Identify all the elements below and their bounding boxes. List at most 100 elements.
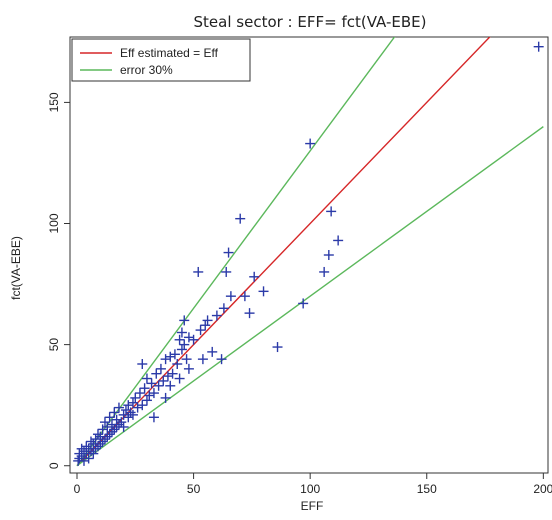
data-point: [111, 414, 122, 425]
data-point: [118, 409, 129, 420]
x-tick-label-0: 0: [74, 482, 81, 496]
y-tick-label-0: 0: [47, 462, 61, 469]
data-point: [211, 310, 222, 321]
data-point: [249, 271, 260, 282]
x-axis: 0 50 100 150 200: [74, 473, 552, 496]
error-line-1: [76, 37, 396, 467]
data-point: [258, 286, 269, 297]
data-point: [207, 346, 218, 357]
data-point: [183, 363, 194, 374]
data-point: [167, 368, 178, 379]
data-point: [202, 315, 213, 326]
data-point: [162, 371, 173, 382]
data-point: [92, 441, 103, 452]
data-point: [102, 421, 113, 432]
legend: Eff estimated = Eff error 30%: [71, 38, 251, 82]
legend-label-1: error 30%: [120, 63, 173, 77]
scatter-points: [73, 41, 544, 466]
x-axis-label: EFF: [301, 499, 324, 513]
chart-title: Steal sector : EFF= fct(VA-EBE): [194, 13, 427, 31]
data-point: [193, 266, 204, 277]
data-point: [158, 375, 169, 386]
data-point: [244, 308, 255, 319]
data-point: [139, 383, 150, 394]
data-point: [109, 424, 120, 435]
x-tick-label-200: 200: [533, 482, 552, 496]
data-point: [333, 235, 344, 246]
data-point: [176, 327, 187, 338]
data-point: [144, 390, 155, 401]
data-point: [172, 359, 183, 369]
data-point: [533, 41, 544, 52]
data-point: [109, 407, 120, 418]
data-point: [141, 373, 152, 384]
legend-box: [71, 38, 251, 82]
data-point: [298, 298, 309, 309]
data-point: [104, 412, 115, 423]
y-tick-label-150: 150: [47, 92, 61, 112]
data-point: [137, 400, 148, 411]
data-point: [104, 429, 115, 440]
data-point: [235, 213, 246, 224]
data-point: [90, 443, 101, 454]
data-point: [83, 453, 94, 464]
x-tick-label-150: 150: [417, 482, 437, 496]
data-point: [141, 395, 152, 406]
data-point: [176, 344, 187, 355]
data-point: [130, 392, 141, 403]
data-point: [97, 424, 108, 435]
y-tick-label-50: 50: [47, 338, 61, 352]
data-point: [78, 455, 89, 466]
data-point: [216, 354, 227, 365]
y-tick-label-100: 100: [47, 213, 61, 233]
data-point: [148, 412, 159, 423]
data-point: [118, 421, 129, 432]
data-point: [183, 332, 194, 343]
data-point: [200, 320, 211, 331]
data-point: [326, 206, 337, 217]
data-point: [174, 373, 185, 384]
legend-label-0: Eff estimated = Eff: [120, 46, 219, 60]
data-point: [160, 392, 171, 403]
data-point: [221, 266, 232, 277]
data-point: [127, 409, 138, 420]
data-point: [99, 434, 110, 445]
reference-lines: [76, 37, 544, 467]
data-point: [125, 407, 136, 418]
plot-area: [69, 36, 549, 474]
data-point: [113, 419, 124, 430]
data-point: [165, 380, 176, 391]
data-point: [134, 388, 145, 399]
data-point: [92, 429, 103, 440]
data-point: [153, 380, 164, 391]
data-point: [225, 291, 236, 302]
data-point: [197, 354, 208, 365]
data-point: [305, 138, 316, 149]
data-point: [97, 436, 108, 447]
error-line-2: [76, 126, 544, 467]
y-axis-label: fct(VA-EBE): [9, 236, 23, 300]
data-point: [188, 334, 199, 345]
data-point: [323, 250, 334, 260]
data-point: [181, 354, 192, 365]
data-point: [146, 378, 157, 389]
data-point: [239, 291, 250, 302]
y-axis: 0 50 100 150: [47, 92, 70, 469]
data-point: [195, 325, 206, 336]
data-point: [179, 339, 190, 350]
data-point: [116, 417, 127, 428]
data-point: [148, 388, 159, 399]
data-point: [218, 303, 229, 314]
data-point: [81, 441, 92, 452]
data-point: [127, 397, 138, 408]
data-point: [319, 266, 330, 277]
data-point: [99, 417, 110, 428]
data-point: [113, 402, 124, 413]
data-point: [123, 412, 134, 423]
data-point: [179, 315, 190, 326]
data-point: [85, 436, 96, 447]
data-point: [169, 349, 180, 360]
data-point: [102, 431, 113, 442]
data-point: [120, 405, 131, 416]
